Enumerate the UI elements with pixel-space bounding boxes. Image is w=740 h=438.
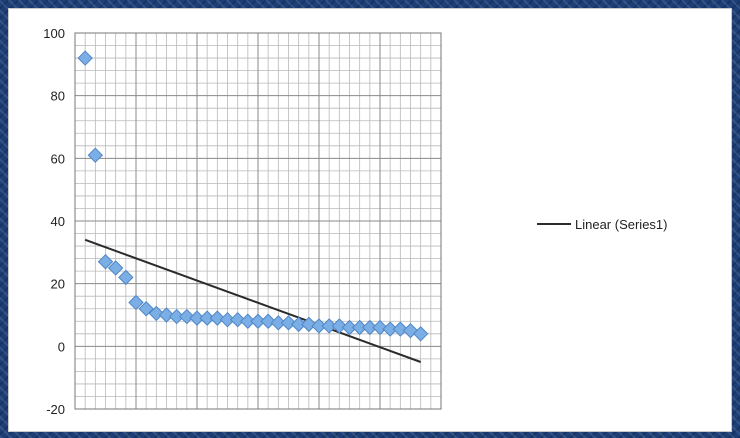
legend: Linear (Series1)	[537, 217, 668, 232]
points-layer	[77, 50, 429, 342]
y-tick-label: 40	[51, 214, 65, 229]
y-tick-label: -20	[46, 402, 65, 417]
data-point	[311, 318, 327, 334]
y-tick-label: 80	[51, 89, 65, 104]
trendline-layer	[84, 238, 422, 363]
data-point	[229, 311, 246, 328]
y-tick-label: 60	[51, 151, 65, 166]
data-point	[179, 308, 195, 325]
data-point	[168, 308, 185, 325]
data-point	[138, 301, 154, 317]
data-point	[280, 315, 297, 331]
data-point	[392, 321, 409, 337]
data-point	[219, 311, 236, 328]
data-point	[351, 319, 368, 336]
y-axis: -20 0 20 40 60 80 100	[43, 26, 65, 417]
data-point	[290, 316, 307, 333]
data-point	[372, 319, 388, 336]
data-point	[158, 307, 175, 323]
data-point	[118, 269, 134, 286]
data-point	[250, 313, 266, 329]
y-tick-label: 0	[58, 339, 65, 354]
data-point	[240, 313, 256, 329]
chart-frame: -20 0 20 40 60 80 100 Linear (Series1)	[8, 8, 732, 432]
data-point	[362, 319, 378, 336]
data-point	[87, 147, 104, 163]
y-tick-label: 100	[43, 26, 65, 41]
data-point	[77, 50, 93, 66]
plot-border	[74, 32, 442, 410]
scatter-chart: -20 0 20 40 60 80 100 Linear (Series1)	[43, 26, 668, 417]
data-point	[128, 294, 144, 311]
data-point	[107, 260, 124, 276]
data-point	[382, 321, 398, 337]
data-point	[189, 310, 205, 326]
data-point	[199, 310, 215, 326]
data-point	[341, 319, 358, 336]
trendline	[84, 238, 422, 363]
data-point	[321, 318, 337, 334]
data-point	[331, 318, 348, 334]
data-point	[260, 313, 276, 329]
y-tick-label: 20	[51, 277, 65, 292]
data-point	[97, 254, 114, 270]
data-point	[412, 326, 429, 342]
data-point	[301, 316, 317, 333]
data-point	[148, 305, 165, 322]
data-point	[270, 315, 287, 331]
data-point	[209, 310, 226, 326]
legend-label: Linear (Series1)	[575, 217, 668, 232]
